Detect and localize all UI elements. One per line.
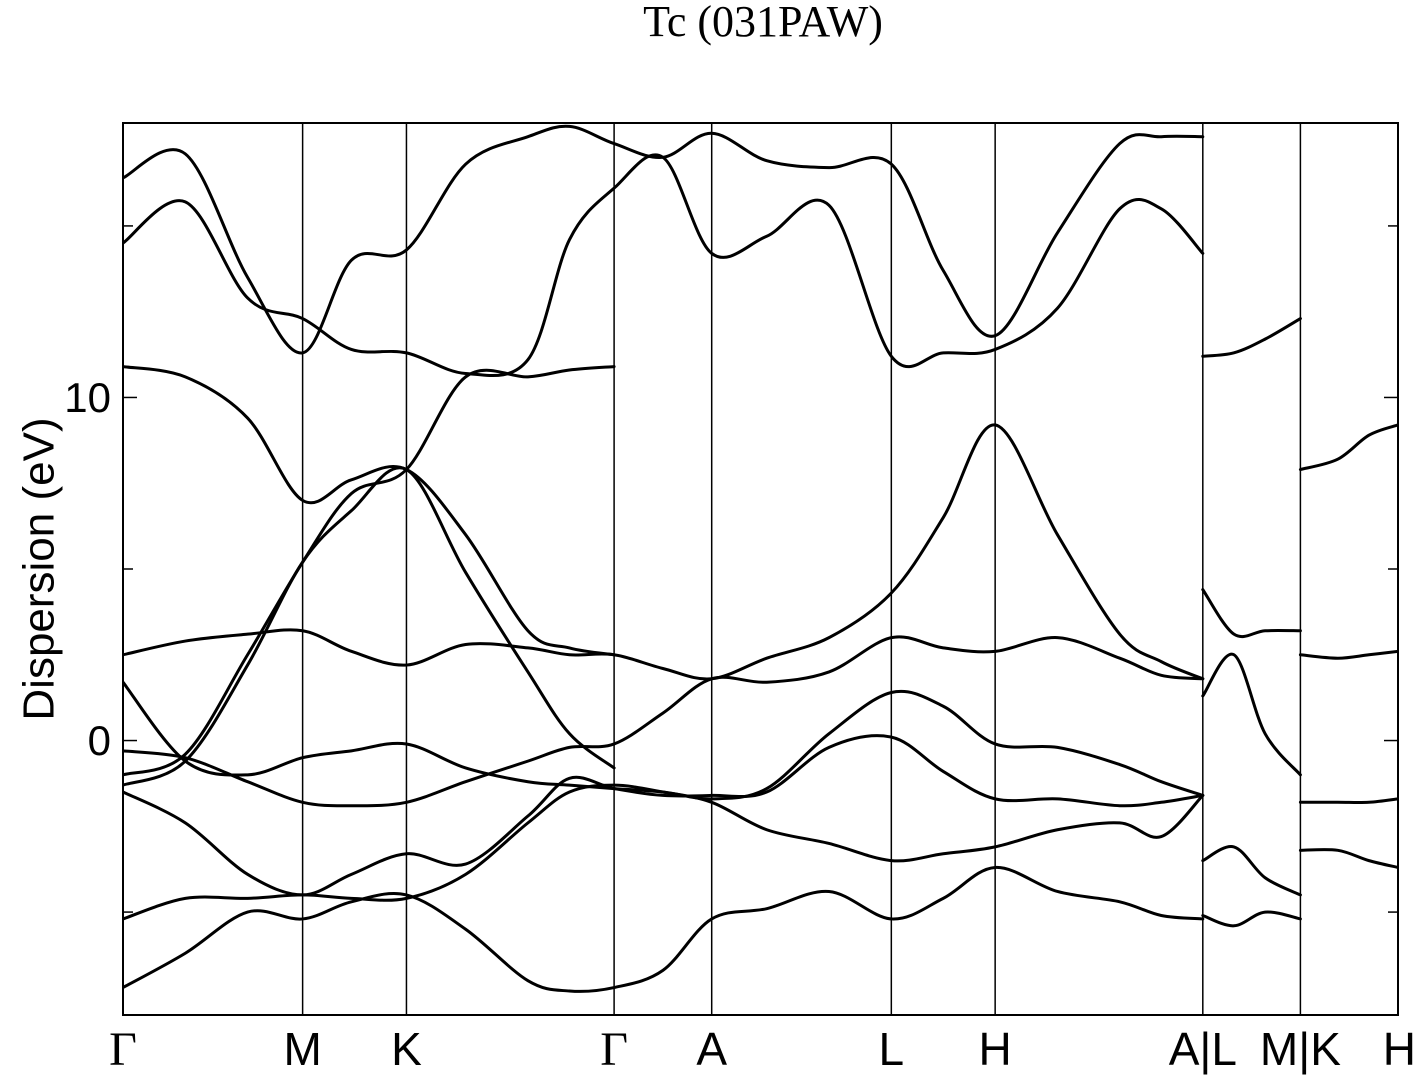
band-line — [123, 423, 1205, 681]
band-line — [1201, 910, 1302, 928]
bands — [123, 124, 1398, 993]
band-line — [123, 635, 1205, 808]
band-line — [1201, 845, 1302, 897]
kpoint-label: M — [283, 1023, 321, 1075]
kpoint-lines — [301, 123, 1302, 1015]
band-line — [1201, 588, 1302, 639]
band-line — [123, 365, 616, 777]
kpoint-label: M|K — [1260, 1023, 1341, 1075]
y-ticks: 0 10 — [64, 225, 1398, 913]
band-line — [123, 680, 1205, 801]
y-tick-label: 0 — [88, 717, 111, 764]
band-line — [1298, 423, 1398, 472]
band-line — [1201, 652, 1302, 777]
band-line — [1298, 848, 1398, 869]
kpoint-label: H — [979, 1023, 1012, 1075]
kpoint-label: Γ — [600, 1023, 628, 1076]
band-line — [1298, 797, 1398, 805]
kpoint-label: Γ — [109, 1023, 137, 1076]
y-tick-label: 10 — [64, 374, 111, 421]
chart-title: Tc (031PAW) — [643, 0, 883, 46]
band-line — [1298, 649, 1398, 660]
kpoint-labels: Γ M K Γ A L H A|L M|K H — [109, 1023, 1416, 1076]
band-line — [1201, 317, 1302, 358]
band-line — [123, 865, 1205, 993]
kpoint-label: A|L — [1169, 1023, 1237, 1075]
kpoint-label: A — [696, 1023, 727, 1075]
band-line — [123, 466, 616, 787]
plot-frame — [122, 122, 1399, 1016]
kpoint-label: H — [1383, 1023, 1416, 1075]
kpoint-label: K — [391, 1023, 422, 1075]
band-line — [123, 365, 616, 657]
band-line — [123, 734, 1205, 897]
band-line — [123, 783, 1205, 921]
y-axis-label: Dispersion (eV) — [14, 417, 63, 720]
kpoint-label: L — [879, 1023, 905, 1075]
band-line — [123, 124, 1205, 355]
